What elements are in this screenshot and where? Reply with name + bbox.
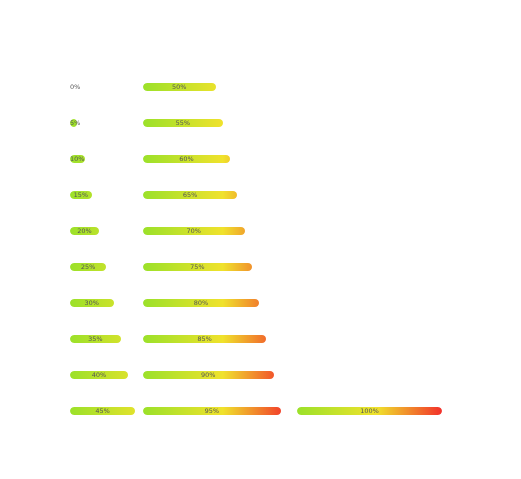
progress-fill (143, 407, 281, 415)
progress-label: 50% (172, 83, 187, 91)
progress-bar: 10% (70, 155, 215, 163)
progress-bar: 70% (143, 227, 288, 235)
progress-bar: 25% (70, 263, 215, 271)
progress-bar: 0% (70, 83, 81, 91)
progress-label: 60% (179, 155, 194, 163)
progress-bar: 95% (143, 407, 288, 415)
progress-fill (70, 335, 121, 343)
progress-label: 30% (84, 299, 99, 307)
progress-bar: 100% (297, 407, 442, 415)
progress-bar: 35% (70, 335, 215, 343)
progress-fill (143, 371, 274, 379)
progress-fill (70, 371, 128, 379)
progress-fill (143, 155, 230, 163)
progress-bar: 40% (70, 371, 215, 379)
progress-bar: 60% (143, 155, 288, 163)
progress-bar: 45% (70, 407, 215, 415)
progress-label: 80% (193, 299, 209, 307)
progress-fill (70, 263, 107, 271)
progress-bar: 75% (143, 263, 288, 271)
progress-fill (70, 299, 114, 307)
progress-label: 95% (204, 407, 220, 415)
progress-bar: 5% (70, 119, 215, 127)
progress-bar: 65% (143, 191, 288, 199)
progress-fill (70, 155, 85, 163)
progress-bar: 50% (143, 83, 288, 91)
progress-fill (70, 119, 78, 127)
progress-fill (297, 407, 442, 415)
progress-fill (143, 335, 267, 343)
progress-fill (143, 227, 245, 235)
progress-label: 10% (70, 155, 85, 163)
progress-bar: 55% (143, 119, 288, 127)
progress-bar: 20% (70, 227, 215, 235)
progress-fill (143, 83, 216, 91)
progress-label: 45% (95, 407, 110, 415)
progress-label: 25% (80, 263, 96, 271)
progress-fill (143, 263, 252, 271)
progress-label: 35% (88, 335, 103, 343)
progress-fill (70, 191, 92, 199)
progress-bar: 30% (70, 299, 215, 307)
progress-bar: 85% (143, 335, 288, 343)
progress-label: 85% (197, 335, 212, 343)
progress-fill (143, 191, 238, 199)
progress-label: 20% (77, 227, 92, 235)
progress-fill (143, 299, 259, 307)
progress-label: 15% (73, 191, 89, 199)
progress-bar: 80% (143, 299, 288, 307)
progress-fill (143, 119, 223, 127)
progress-fill (70, 227, 99, 235)
progress-label: 55% (175, 119, 191, 127)
progress-label: 75% (190, 263, 205, 271)
progress-fill (70, 407, 136, 415)
progress-label: 70% (186, 227, 201, 235)
progress-label: 65% (182, 191, 198, 199)
progress-label: 100% (360, 407, 379, 415)
progress-bar: 90% (143, 371, 288, 379)
progress-bar: 15% (70, 191, 215, 199)
progress-label: 40% (91, 371, 107, 379)
progress-label: 5% (70, 119, 81, 127)
progress-label: 90% (201, 371, 216, 379)
